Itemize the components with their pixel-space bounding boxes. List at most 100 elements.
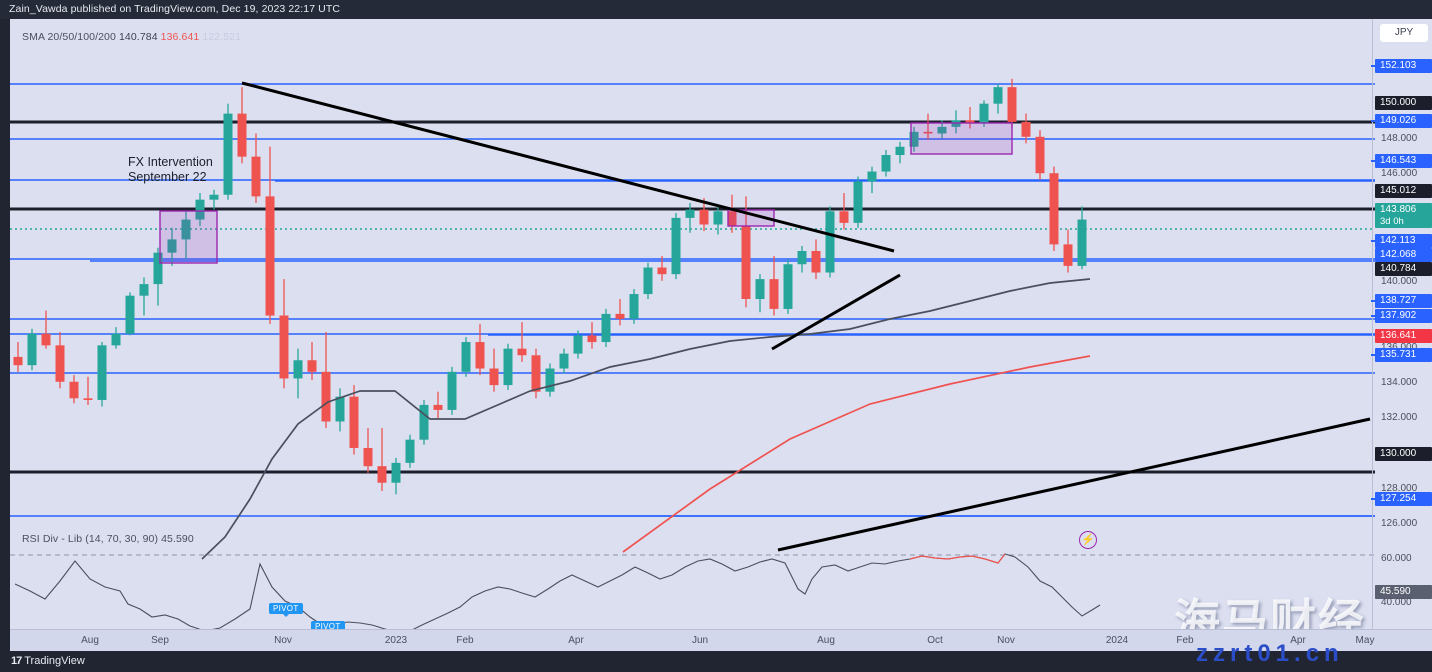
candle-body	[13, 356, 23, 366]
pivot-tag[interactable]: PIVOT	[269, 603, 303, 617]
price-label: 132.000	[1381, 412, 1418, 423]
price-zone-rect[interactable]	[727, 209, 775, 227]
time-label: May	[1355, 635, 1375, 646]
candle-body	[391, 462, 401, 483]
price-label: 145.012	[1375, 184, 1432, 198]
price-label: 142.113	[1375, 234, 1432, 248]
price-levels-layer	[10, 83, 1375, 517]
candle-body	[1035, 136, 1045, 174]
candle-body	[195, 199, 205, 220]
fx-intervention-annotation[interactable]: FX Intervention September 22	[128, 155, 213, 184]
price-label: 140.784	[1375, 262, 1432, 276]
candle-body	[139, 284, 149, 296]
price-tick	[1371, 65, 1376, 67]
candle-body	[993, 87, 1003, 104]
candle-body	[699, 209, 709, 225]
trendline[interactable]	[771, 273, 901, 351]
candle-body	[293, 360, 303, 379]
tradingview-logo: 17 TradingView	[11, 655, 85, 668]
tradingview-logo-mark: 17	[11, 655, 22, 667]
price-label: 40.000	[1381, 597, 1412, 608]
price-tick	[1371, 240, 1376, 242]
candle-body	[895, 146, 905, 155]
time-label: Sep	[151, 635, 169, 646]
time-label: Jun	[691, 635, 709, 646]
price-label: 126.000	[1381, 518, 1418, 529]
candle-body	[237, 113, 247, 157]
candle-body	[937, 126, 947, 134]
candle-body	[643, 267, 653, 295]
time-label: Nov	[997, 635, 1015, 646]
price-tick	[1371, 300, 1376, 302]
candle-body	[223, 113, 233, 195]
time-label: Apr	[568, 635, 584, 646]
candle-body	[531, 355, 541, 392]
candle-body	[503, 348, 513, 386]
currency-button[interactable]: JPY	[1380, 24, 1428, 42]
price-plot[interactable]	[10, 19, 1375, 629]
rsi-divergence-line	[909, 553, 1006, 564]
candle-body	[97, 345, 107, 400]
candle-body	[125, 295, 135, 334]
candle-body	[587, 335, 597, 343]
candle-body	[923, 131, 933, 134]
time-scale[interactable]: Aug Sep Nov 2023 Feb Apr Jun Aug Oct Nov 2024 Feb Ap…	[10, 629, 1432, 651]
candle-body	[573, 335, 583, 354]
candle-body	[41, 333, 51, 346]
candle-body	[111, 333, 121, 346]
candle-body	[853, 181, 863, 223]
candle-body	[545, 368, 555, 392]
candle-body	[839, 211, 849, 223]
candle-body	[153, 252, 163, 285]
candle-body	[685, 209, 695, 218]
price-label: 146.000	[1381, 168, 1418, 179]
chart-area[interactable]: SMA 20/50/100/200 140.784 136.641 122.52…	[10, 19, 1432, 629]
candle-body	[1021, 121, 1031, 137]
price-scale[interactable]: JPY 152.103 150.000 149.026 148.000 146.543 1…	[1371, 19, 1432, 629]
time-label: Apr	[1290, 635, 1306, 646]
price-zone-rect[interactable]	[159, 210, 218, 264]
candle-body	[741, 226, 751, 299]
time-label: Nov	[274, 635, 292, 646]
supply-demand-zones[interactable]	[10, 19, 1375, 629]
pivot-tag[interactable]: PIVOT	[311, 621, 345, 629]
footer-bar	[0, 651, 1432, 672]
candle-body	[209, 194, 219, 200]
candle-body	[825, 211, 835, 273]
price-label: 150.000	[1375, 96, 1432, 110]
trendline[interactable]	[777, 417, 1371, 552]
candle-body	[433, 404, 443, 410]
candle-body	[181, 219, 191, 240]
candle-body	[363, 447, 373, 467]
rsi-indicator-legend[interactable]: RSI Div - Lib (14, 70, 30, 90) 45.590	[22, 533, 194, 545]
candle-body	[601, 313, 611, 343]
price-zone-rect[interactable]	[910, 122, 1013, 155]
rsi-legend-value: 45.590	[161, 533, 194, 545]
price-label: 135.731	[1375, 348, 1432, 362]
price-label: 143.806 3d 0h	[1375, 203, 1432, 228]
sma-legend-title: SMA 20/50/100/200	[22, 31, 116, 43]
price-tick	[1371, 160, 1376, 162]
sma-indicator-legend[interactable]: SMA 20/50/100/200 140.784 136.641 122.52…	[22, 31, 241, 43]
candle-body	[1007, 87, 1017, 122]
trendline[interactable]	[241, 81, 895, 253]
price-label: 60.000	[1381, 553, 1412, 564]
price-label: 142.068	[1375, 248, 1432, 262]
lightning-bolt-icon[interactable]: ⚡	[1079, 531, 1097, 549]
price-tick	[1371, 354, 1376, 356]
price-label: 137.902	[1375, 309, 1432, 323]
candle-body	[867, 171, 877, 182]
price-label: 138.727	[1375, 294, 1432, 308]
candle-body	[979, 103, 989, 124]
candle-body	[377, 466, 387, 483]
rsi-line	[14, 553, 1101, 629]
candle-body	[727, 211, 737, 227]
left-gutter	[0, 19, 10, 629]
trendlines-layer[interactable]	[10, 19, 1375, 629]
time-label: Aug	[81, 635, 99, 646]
candle-body	[83, 398, 93, 400]
candle-body	[447, 371, 457, 410]
price-tick	[1371, 120, 1376, 122]
price-tick	[1371, 498, 1376, 500]
candle-body	[265, 196, 275, 316]
